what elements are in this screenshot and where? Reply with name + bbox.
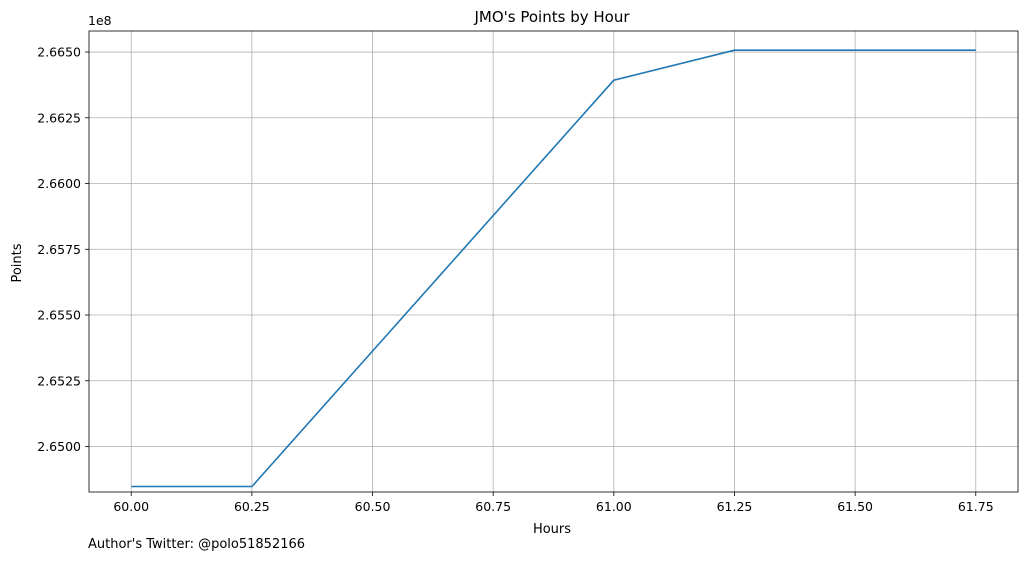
series-layer bbox=[131, 49, 976, 488]
x-axis-ticks: 60.00 60.25 60.50 60.75 61.00 61.25 61.50 61.75 bbox=[113, 492, 994, 514]
y-tick-label: 2.6650 bbox=[37, 45, 81, 60]
y-axis-ticks: 2.6500 2.6525 2.6550 2.6575 2.6600 2.6625 2.66… bbox=[37, 45, 89, 454]
chart-title: JMO's Points by Hour bbox=[473, 8, 630, 26]
x-tick-label: 61.75 bbox=[958, 499, 994, 514]
author-footnote: Author's Twitter: @polo51852166 bbox=[88, 537, 306, 552]
y-axis-label: Points bbox=[10, 243, 25, 282]
x-axis-label: Hours bbox=[533, 522, 571, 537]
x-tick-label: 60.00 bbox=[113, 499, 149, 514]
x-tick-label: 60.75 bbox=[475, 499, 511, 514]
y-tick-label: 2.6625 bbox=[37, 110, 81, 125]
y-tick-label: 2.6550 bbox=[37, 308, 81, 323]
y-tick-label: 2.6525 bbox=[37, 373, 81, 388]
y-tick-label: 2.6600 bbox=[37, 176, 81, 191]
y-tick-label: 2.6500 bbox=[37, 439, 81, 454]
plot-frame bbox=[88, 30, 1019, 493]
x-tick-label: 60.50 bbox=[355, 499, 391, 514]
series-line bbox=[131, 49, 976, 488]
x-tick-label: 60.25 bbox=[234, 499, 270, 514]
x-tick-label: 61.00 bbox=[596, 499, 632, 514]
y-tick-label: 2.6575 bbox=[37, 242, 81, 257]
x-tick-label: 61.50 bbox=[837, 499, 873, 514]
grid-lines bbox=[89, 31, 1018, 492]
y-axis-offset-label: 1e8 bbox=[88, 13, 112, 28]
x-tick-label: 61.25 bbox=[717, 499, 753, 514]
